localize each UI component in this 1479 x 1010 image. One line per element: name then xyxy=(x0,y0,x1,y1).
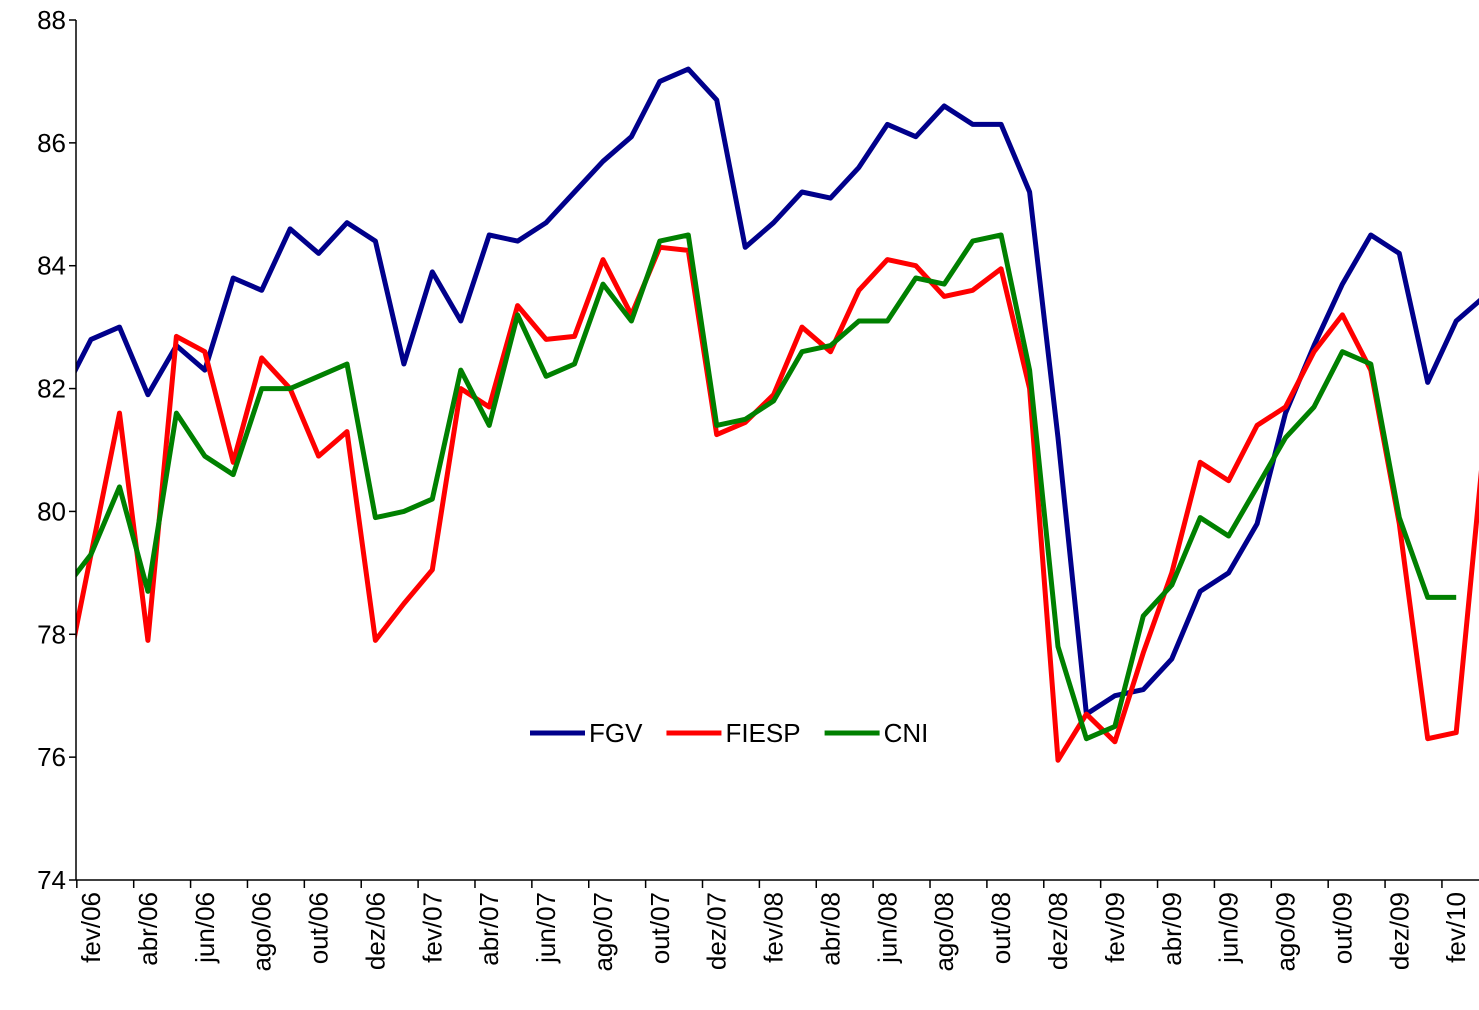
legend-label: CNI xyxy=(884,718,929,748)
x-tick-label: out/06 xyxy=(304,892,334,964)
x-tick-label: dez/06 xyxy=(360,892,390,970)
series-line xyxy=(63,235,1457,739)
x-tick-label: ago/09 xyxy=(1271,892,1301,972)
x-tick-label: jun/06 xyxy=(190,892,220,964)
x-tick-label: dez/09 xyxy=(1384,892,1414,970)
x-tick-label: abr/07 xyxy=(474,892,504,966)
x-tick-label: fev/08 xyxy=(759,892,789,963)
x-tick-label: dez/08 xyxy=(1043,892,1073,970)
x-tick-label: ago/07 xyxy=(588,892,618,972)
y-tick-label: 84 xyxy=(37,251,66,281)
y-tick-label: 78 xyxy=(37,619,66,649)
x-tick-label: out/08 xyxy=(986,892,1016,964)
legend-label: FIESP xyxy=(725,718,800,748)
chart: 74 76 78 80 82 84 86 88 fev/06 abr/06 jun/06 ago/06… xyxy=(0,0,1479,1010)
x-tick-label: out/09 xyxy=(1327,892,1357,964)
x-tick-label: abr/08 xyxy=(815,892,845,966)
x-tick-label: ago/06 xyxy=(247,892,277,972)
y-tick-label: 88 xyxy=(37,5,66,35)
x-tick-label: fev/09 xyxy=(1100,892,1130,963)
legend-label: FGV xyxy=(589,718,643,748)
x-tick-label: abr/06 xyxy=(133,892,163,966)
y-tick-label: 76 xyxy=(37,742,66,772)
x-tick-label: fev/06 xyxy=(76,892,106,963)
x-tick-label: fev/10 xyxy=(1441,892,1471,963)
x-tick-label: jun/07 xyxy=(531,892,561,964)
x-tick-label: fev/07 xyxy=(417,892,447,963)
x-tick-label: ago/08 xyxy=(929,892,959,972)
series-line xyxy=(63,69,1479,714)
x-tick-label: dez/07 xyxy=(702,892,732,970)
y-tick-label: 74 xyxy=(37,865,66,895)
y-tick-label: 80 xyxy=(37,496,66,526)
series-line xyxy=(63,247,1479,760)
y-tick-label: 86 xyxy=(37,128,66,158)
y-tick-label: 82 xyxy=(37,374,66,404)
x-tick-label: jun/09 xyxy=(1214,892,1244,964)
x-tick-label: out/07 xyxy=(645,892,675,964)
x-tick-label: abr/09 xyxy=(1157,892,1187,966)
x-tick-label: jun/08 xyxy=(872,892,902,964)
plot-area xyxy=(63,69,1479,760)
